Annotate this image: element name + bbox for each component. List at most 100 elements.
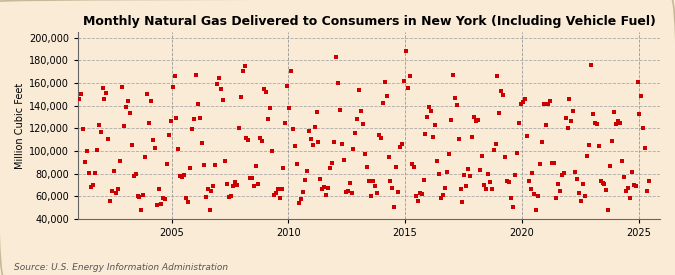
Point: [622, 186, 633, 190]
Point: [369, 184, 380, 189]
Point: [327, 161, 338, 165]
Point: [461, 184, 472, 188]
Point: [504, 180, 514, 185]
Point: [305, 137, 316, 141]
Point: [477, 153, 487, 158]
Point: [572, 177, 583, 181]
Point: [613, 119, 624, 124]
Point: [578, 182, 589, 186]
Point: [453, 137, 464, 141]
Point: [459, 173, 470, 177]
Point: [152, 203, 163, 208]
Point: [414, 191, 425, 195]
Point: [640, 145, 651, 150]
Point: [554, 189, 565, 193]
Point: [475, 168, 485, 172]
Point: [259, 87, 269, 92]
Point: [254, 136, 265, 141]
Point: [204, 208, 215, 212]
Point: [325, 166, 335, 170]
Point: [457, 199, 468, 204]
Point: [140, 154, 151, 159]
Point: [348, 146, 359, 151]
Point: [105, 199, 115, 203]
Point: [177, 175, 188, 179]
Point: [506, 196, 516, 200]
Point: [395, 145, 406, 149]
Point: [286, 69, 296, 73]
Point: [101, 91, 112, 95]
Point: [562, 125, 573, 130]
Point: [624, 195, 635, 200]
Point: [580, 194, 591, 198]
Point: [270, 191, 281, 195]
Point: [167, 85, 178, 89]
Point: [130, 171, 141, 176]
Point: [142, 92, 153, 97]
Point: [531, 208, 542, 212]
Point: [463, 166, 474, 171]
Point: [329, 140, 340, 145]
Point: [430, 123, 441, 128]
Point: [278, 166, 289, 171]
Point: [169, 74, 180, 78]
Point: [393, 190, 404, 195]
Point: [424, 105, 435, 109]
Point: [609, 109, 620, 114]
Point: [252, 182, 263, 186]
Point: [219, 159, 230, 163]
Point: [190, 73, 201, 77]
Point: [210, 162, 221, 167]
Point: [323, 186, 333, 190]
Point: [109, 169, 119, 174]
Point: [249, 184, 260, 189]
Point: [161, 161, 172, 166]
Point: [335, 108, 346, 112]
Point: [128, 174, 139, 178]
Point: [87, 183, 98, 188]
Point: [97, 86, 108, 90]
Point: [300, 178, 310, 182]
Point: [406, 162, 417, 166]
Point: [527, 170, 538, 175]
Point: [381, 94, 392, 98]
Point: [218, 98, 229, 102]
Point: [607, 138, 618, 143]
Point: [303, 128, 314, 133]
Point: [352, 117, 362, 121]
Point: [80, 160, 90, 164]
Point: [236, 95, 246, 99]
Point: [122, 99, 133, 103]
Point: [558, 171, 569, 175]
Point: [448, 73, 458, 78]
Point: [519, 97, 530, 101]
Point: [124, 111, 135, 116]
Point: [533, 194, 544, 198]
Point: [420, 132, 431, 137]
Point: [599, 182, 610, 186]
Point: [113, 187, 124, 192]
Point: [500, 155, 511, 160]
Point: [375, 135, 386, 140]
Point: [159, 197, 170, 201]
Point: [344, 181, 355, 185]
Point: [585, 62, 596, 67]
Point: [570, 170, 580, 175]
Point: [366, 194, 377, 198]
Point: [439, 185, 450, 190]
Point: [389, 205, 400, 209]
Point: [412, 199, 423, 203]
Point: [552, 182, 563, 186]
Point: [358, 122, 369, 127]
Point: [556, 172, 567, 177]
Point: [450, 96, 460, 100]
Y-axis label: Million Cubic Feet: Million Cubic Feet: [15, 82, 25, 169]
Point: [171, 116, 182, 120]
Point: [401, 49, 412, 53]
Point: [150, 146, 161, 150]
Point: [467, 134, 478, 139]
Point: [134, 195, 145, 199]
Point: [183, 200, 194, 204]
Point: [628, 183, 639, 187]
Point: [225, 194, 236, 198]
